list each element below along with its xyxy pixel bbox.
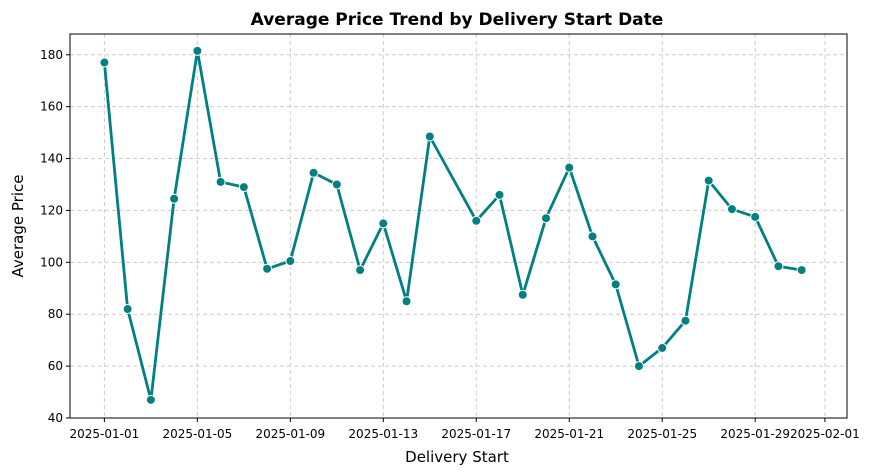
data-point bbox=[401, 296, 412, 307]
data-point bbox=[378, 218, 389, 229]
y-axis-label: Average Price bbox=[9, 175, 27, 278]
y-tick-label: 180 bbox=[40, 48, 63, 62]
y-tick-label: 60 bbox=[48, 359, 63, 373]
grid bbox=[70, 34, 847, 419]
x-tick-label: 2025-01-01 bbox=[70, 427, 140, 441]
series-line bbox=[99, 45, 807, 405]
data-point bbox=[424, 131, 435, 142]
data-point bbox=[564, 162, 575, 173]
x-tick-label: 2025-01-13 bbox=[348, 427, 418, 441]
plot-frame bbox=[69, 33, 848, 419]
data-point bbox=[796, 265, 807, 276]
data-point bbox=[610, 279, 621, 290]
data-point bbox=[703, 175, 714, 186]
data-point bbox=[726, 204, 737, 215]
data-point bbox=[145, 394, 156, 405]
data-point bbox=[215, 176, 226, 187]
data-point bbox=[285, 256, 296, 267]
data-point bbox=[262, 263, 273, 274]
data-point bbox=[122, 304, 133, 315]
data-point bbox=[541, 213, 552, 224]
data-point bbox=[99, 57, 110, 68]
x-tick-label: 2025-02-01 bbox=[790, 427, 860, 441]
x-axis: 2025-01-01 2025-01-05 2025-01-09 2025-01-13… bbox=[70, 418, 860, 441]
data-point bbox=[331, 179, 342, 190]
series-path bbox=[103, 49, 804, 402]
data-point bbox=[355, 265, 366, 276]
x-tick-label: 2025-01-17 bbox=[441, 427, 511, 441]
x-tick-label: 2025-01-09 bbox=[255, 427, 325, 441]
y-axis: 40 60 80 100 120 140 160 180 bbox=[40, 48, 70, 425]
x-axis-label: Delivery Start bbox=[405, 448, 509, 466]
y-tick-label: 80 bbox=[48, 307, 63, 321]
data-point bbox=[750, 211, 761, 222]
y-tick-label: 40 bbox=[48, 411, 63, 425]
data-point bbox=[633, 361, 644, 372]
data-point bbox=[169, 193, 180, 204]
data-point bbox=[587, 231, 598, 242]
chart-title: Average Price Trend by Delivery Start Da… bbox=[251, 10, 664, 30]
x-tick-label: 2025-01-25 bbox=[627, 427, 697, 441]
data-point bbox=[238, 182, 249, 193]
data-point bbox=[308, 167, 319, 178]
y-tick-label: 100 bbox=[40, 255, 63, 269]
data-point bbox=[680, 315, 691, 326]
y-tick-label: 160 bbox=[40, 100, 63, 114]
data-point bbox=[657, 342, 668, 353]
data-point bbox=[192, 45, 203, 56]
x-tick-label: 2025-01-05 bbox=[162, 427, 232, 441]
x-tick-label: 2025-01-29 bbox=[720, 427, 790, 441]
y-tick-label: 140 bbox=[40, 152, 63, 166]
data-point bbox=[494, 189, 505, 200]
y-tick-label: 120 bbox=[40, 203, 63, 217]
data-point bbox=[471, 215, 482, 226]
data-point bbox=[517, 289, 528, 300]
data-point bbox=[773, 261, 784, 272]
x-tick-label: 2025-01-21 bbox=[534, 427, 604, 441]
